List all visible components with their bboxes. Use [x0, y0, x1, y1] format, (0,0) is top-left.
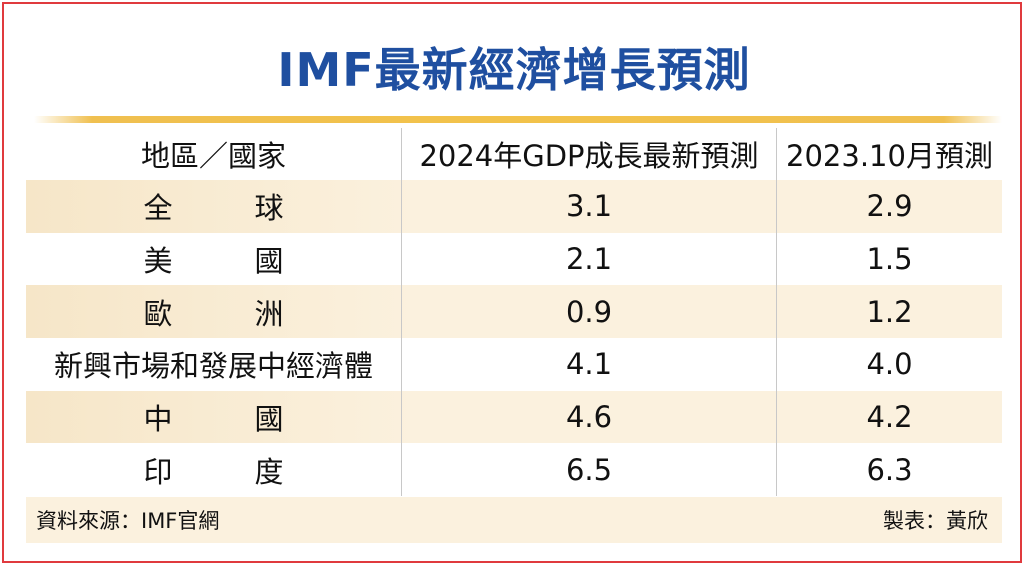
region-char: 中	[143, 402, 173, 437]
row-previous-value: 2.9	[776, 180, 1002, 233]
row-previous-value: 4.2	[776, 390, 1002, 444]
row-latest-value: 3.1	[401, 180, 776, 233]
region-char: 洲	[254, 296, 284, 331]
row-previous-value: 1.5	[776, 232, 1002, 286]
row-latest-value: 4.6	[401, 390, 776, 444]
row-region: 歐洲	[26, 285, 401, 338]
region-char: 全	[143, 191, 173, 226]
row-previous-value: 1.2	[776, 285, 1002, 339]
region-char: 球	[254, 191, 284, 226]
row-latest-value: 4.1	[401, 338, 776, 391]
row-region: 中國	[26, 391, 401, 444]
credit-note: 製表：黃欣	[883, 509, 988, 533]
chart-title: IMF最新經濟增長預測	[277, 43, 751, 97]
region-char: 歐	[143, 296, 173, 331]
region-char: 國	[254, 244, 284, 279]
region-char: 度	[254, 454, 284, 489]
header-region: 地區／國家	[140, 139, 286, 173]
header-latest: 2024年GDP成長最新預測	[401, 128, 776, 180]
row-latest-value: 0.9	[401, 285, 776, 339]
data-table: 地區／國家 2024年GDP成長最新預測 2023.10月預測 全球 3.1 2…	[26, 128, 1002, 497]
row-previous-value: 6.3	[776, 443, 1002, 497]
region-char: 美	[143, 244, 173, 279]
table-row: 歐洲 0.9 1.2	[26, 285, 1002, 339]
row-previous-value: 4.0	[776, 338, 1002, 391]
row-region: 全球	[26, 180, 401, 233]
row-region: 新興市場和發展中經濟體	[53, 349, 373, 384]
table-header-row: 地區／國家 2024年GDP成長最新預測 2023.10月預測	[26, 128, 1002, 180]
gold-divider	[34, 116, 1002, 123]
table-row: 全球 3.1 2.9	[26, 180, 1002, 233]
row-region: 美國	[26, 233, 401, 286]
region-char: 印	[143, 454, 173, 489]
table-row: 新興市場和發展中經濟體 4.1 4.0	[26, 338, 1002, 391]
row-latest-value: 6.5	[401, 443, 776, 497]
source-note: 資料來源：IMF官網	[36, 509, 220, 533]
table-row: 美國 2.1 1.5	[26, 232, 1002, 286]
table-row: 中國 4.6 4.2	[26, 390, 1002, 444]
header-previous: 2023.10月預測	[776, 128, 1002, 180]
row-latest-value: 2.1	[401, 232, 776, 286]
region-char: 國	[254, 402, 284, 437]
row-region: 印度	[26, 443, 401, 496]
table-row: 印度 6.5 6.3	[26, 443, 1002, 497]
footer-bar: 資料來源：IMF官網 製表：黃欣	[26, 497, 1002, 543]
